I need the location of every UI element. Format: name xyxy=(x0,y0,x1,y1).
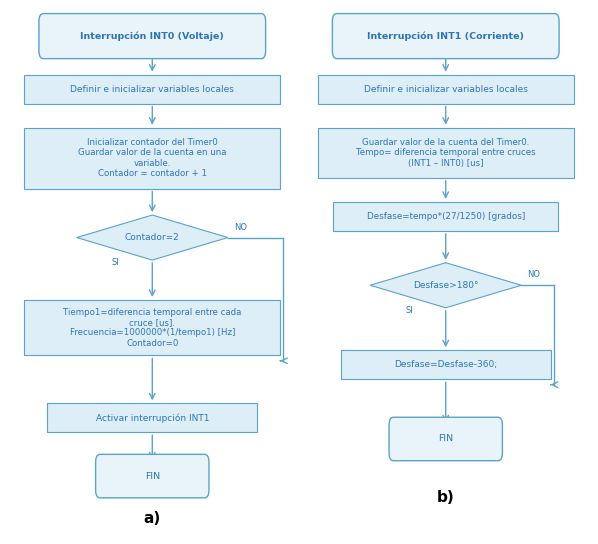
Polygon shape xyxy=(370,263,521,308)
Text: Contador=2: Contador=2 xyxy=(125,233,179,242)
Text: NO: NO xyxy=(234,222,246,232)
FancyBboxPatch shape xyxy=(389,417,502,461)
FancyBboxPatch shape xyxy=(25,75,280,104)
Text: Interrupción INT1 (Corriente): Interrupción INT1 (Corriente) xyxy=(367,32,524,41)
FancyBboxPatch shape xyxy=(25,127,280,189)
FancyBboxPatch shape xyxy=(341,350,551,379)
FancyBboxPatch shape xyxy=(332,14,559,59)
FancyBboxPatch shape xyxy=(25,300,280,355)
Text: FIN: FIN xyxy=(145,472,160,480)
Text: Desfase=Desfase-360;: Desfase=Desfase-360; xyxy=(394,360,498,369)
Text: b): b) xyxy=(437,490,454,505)
Text: Definir e inicializar variables locales: Definir e inicializar variables locales xyxy=(71,85,234,94)
Text: Desfase=tempo*(27/1250) [grados]: Desfase=tempo*(27/1250) [grados] xyxy=(367,212,525,221)
Text: Definir e inicializar variables locales: Definir e inicializar variables locales xyxy=(364,85,527,94)
Text: NO: NO xyxy=(527,270,540,279)
Text: Inicializar contador del Timer0
Guardar valor de la cuenta en una
variable.
Cont: Inicializar contador del Timer0 Guardar … xyxy=(78,138,227,178)
Text: FIN: FIN xyxy=(438,435,453,443)
Polygon shape xyxy=(77,215,228,260)
Text: Activar interrupción INT1: Activar interrupción INT1 xyxy=(96,413,209,423)
Text: SI: SI xyxy=(405,306,413,315)
Text: Guardar valor de la cuenta del Timer0.
Tempo= diferencia temporal entre cruces
(: Guardar valor de la cuenta del Timer0. T… xyxy=(356,138,536,168)
FancyBboxPatch shape xyxy=(39,14,266,59)
FancyBboxPatch shape xyxy=(47,403,257,432)
FancyBboxPatch shape xyxy=(318,75,573,104)
Text: Tiempo1=diferencia temporal entre cada
cruce [us].
Frecuencia=1000000*(1/tempo1): Tiempo1=diferencia temporal entre cada c… xyxy=(63,307,242,348)
FancyBboxPatch shape xyxy=(96,454,209,498)
Text: Desfase>180°: Desfase>180° xyxy=(413,281,478,290)
Text: a): a) xyxy=(144,511,161,526)
FancyBboxPatch shape xyxy=(333,202,559,231)
Text: Interrupción INT0 (Voltaje): Interrupción INT0 (Voltaje) xyxy=(80,32,224,41)
Text: SI: SI xyxy=(112,258,120,267)
FancyBboxPatch shape xyxy=(318,127,573,178)
